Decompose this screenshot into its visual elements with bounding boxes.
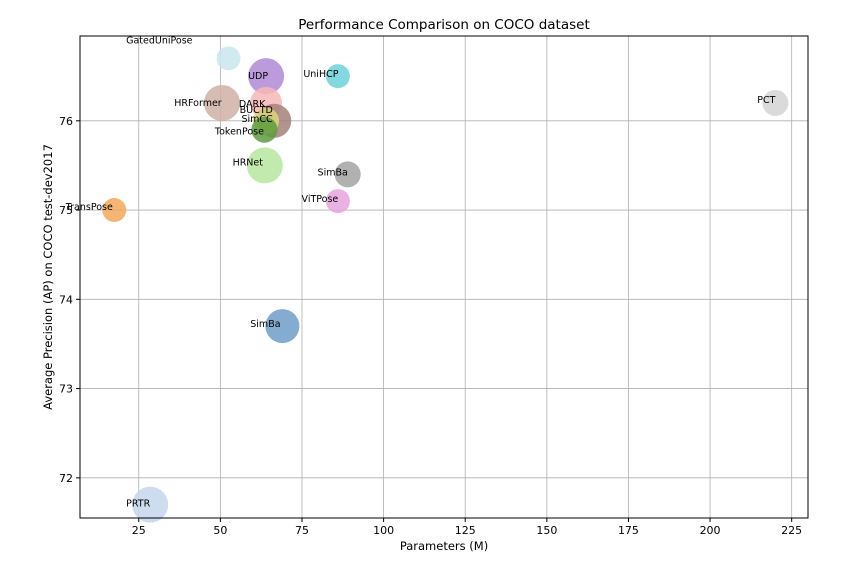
point-label: SimBa xyxy=(318,167,348,178)
point-label: PRTR xyxy=(126,499,150,510)
point-label: SimCC xyxy=(241,114,273,125)
plot-frame xyxy=(79,35,809,519)
point-labels: GatedUniPose UDP UniHCP PCT DARK HRFormer BUCT… xyxy=(65,35,776,509)
x-tick-label: 150 xyxy=(536,524,557,537)
point-label: BUCTD xyxy=(240,105,273,116)
x-tick-label: 75 xyxy=(295,524,309,537)
axis-ticks: 25 50 75 100 125 150 175 200 225 72 73 74 75 76 xyxy=(59,115,802,537)
point-label: HRFormer xyxy=(174,98,222,109)
data-point-marker xyxy=(248,58,285,95)
point-label: DARK xyxy=(239,99,266,110)
chart-title: Performance Comparison on COCO dataset xyxy=(298,17,590,33)
x-tick-label: 25 xyxy=(132,524,146,537)
y-axis-label: Average Precision (AP) on COCO test-dev2… xyxy=(41,144,55,410)
data-point-marker xyxy=(102,198,127,223)
data-point-marker xyxy=(325,64,350,89)
point-label: SimBa xyxy=(250,319,280,330)
data-point-marker xyxy=(246,147,283,184)
point-label: TransPose xyxy=(65,202,113,213)
data-points xyxy=(102,46,789,523)
x-tick-label: 200 xyxy=(700,524,721,537)
y-tick-label: 74 xyxy=(59,293,73,306)
data-point-marker xyxy=(265,309,300,344)
data-point-marker xyxy=(762,89,789,116)
point-label: GatedUniPose xyxy=(126,35,193,46)
data-point-marker xyxy=(216,46,241,71)
data-point-marker xyxy=(325,189,350,214)
data-point-marker xyxy=(132,486,169,523)
data-point-marker xyxy=(334,161,361,188)
x-tick-label: 225 xyxy=(781,524,802,537)
point-label: UniHCP xyxy=(303,69,338,80)
x-tick-label: 175 xyxy=(618,524,639,537)
x-tick-label: 50 xyxy=(213,524,227,537)
point-label: ViTPose xyxy=(302,194,339,205)
y-tick-label: 75 xyxy=(59,204,73,217)
y-tick-label: 73 xyxy=(59,383,73,396)
point-label: TokenPose xyxy=(214,127,264,138)
grid-lines xyxy=(80,36,808,518)
point-label: PCT xyxy=(757,95,775,106)
x-tick-label: 125 xyxy=(455,524,476,537)
y-tick-label: 72 xyxy=(59,472,73,485)
x-tick-label: 100 xyxy=(373,524,394,537)
point-label: UDP xyxy=(248,71,268,82)
data-point-marker xyxy=(204,84,241,121)
data-point-marker xyxy=(251,116,278,143)
y-tick-label: 76 xyxy=(59,115,73,128)
point-label: HRNet xyxy=(233,157,264,168)
x-axis-label: Parameters (M) xyxy=(400,539,488,553)
